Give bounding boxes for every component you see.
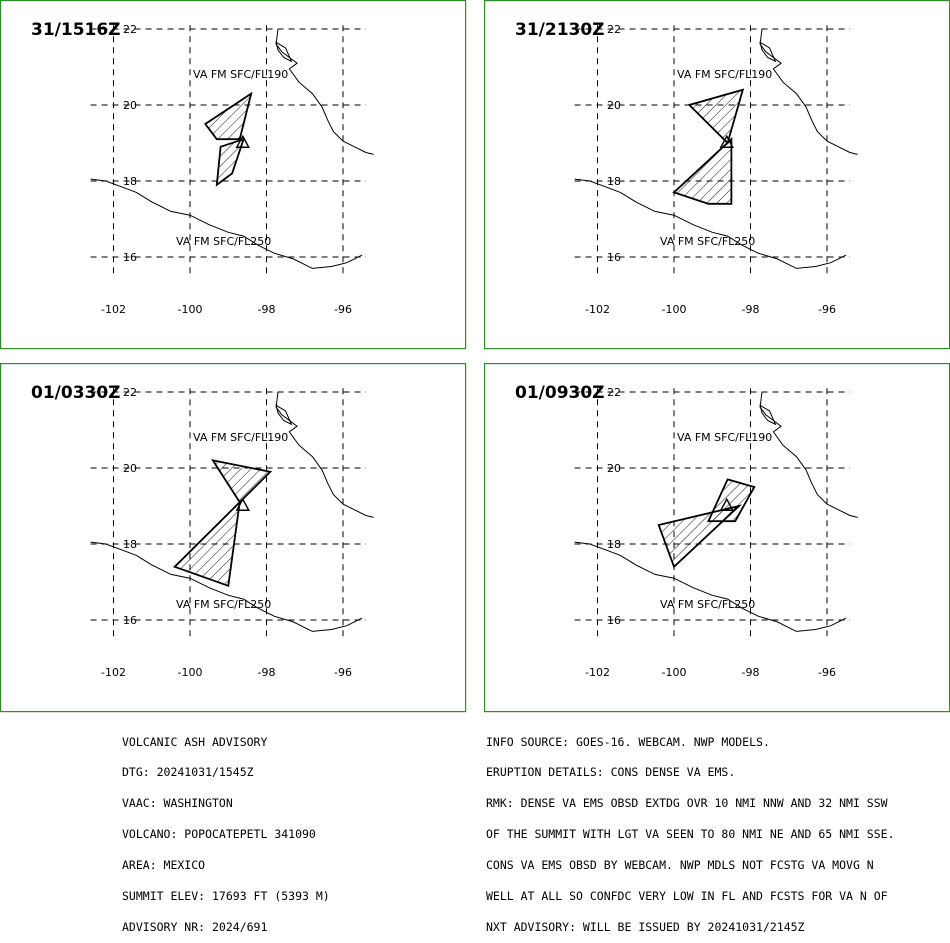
advisory-eruption-details: ERUPTION DETAILS: CONS DENSE VA EMS. <box>486 765 736 780</box>
lon-tick-label: -100 <box>178 666 203 679</box>
advisory-area: AREA: MEXICO <box>122 858 206 873</box>
pacific-coastline <box>574 541 847 632</box>
map-panel-p1: 31/1516Z 16 18 20 22 -102 -100 -98 -96 VA FM SFC/… <box>0 0 467 350</box>
level-label-fl250: VA FM SFC/FL250 <box>660 598 755 611</box>
level-label-fl190: VA FM SFC/FL190 <box>193 431 288 444</box>
lat-tick-label: 20 <box>607 462 621 475</box>
panel-timestamp: 31/1516Z <box>31 20 121 40</box>
lon-tick-label: -102 <box>585 303 610 316</box>
lon-tick-label: -96 <box>818 303 836 316</box>
lagoon-outline <box>759 404 777 426</box>
lat-tick-label: 22 <box>123 23 137 36</box>
ash-area-fl190 <box>687 88 745 145</box>
map-panel-p3: 01/0330Z 16 18 20 22 -102 -100 -98 -96 VA FM SFC/… <box>0 363 467 713</box>
lat-tick-label: 16 <box>607 251 621 264</box>
lon-tick-label: -96 <box>818 666 836 679</box>
panel-frame <box>484 363 950 713</box>
ash-area-fl190 <box>204 91 253 141</box>
volcano-icon <box>719 497 734 511</box>
advisory-number: ADVISORY NR: 2024/691 <box>122 919 268 934</box>
lat-tick-label: 22 <box>607 23 621 36</box>
gulf-coastline <box>759 391 858 518</box>
level-label-fl190: VA FM SFC/FL190 <box>677 68 772 81</box>
panel-timestamp: 01/0930Z <box>515 383 605 403</box>
advisory-remarks-line: CONS VA EMS OBSD BY WEBCAM. NWP MDLS NOT… <box>486 858 874 873</box>
advisory-remarks-line: RMK: DENSE VA EMS OBSD EXTDG OVR 10 NMI … <box>486 796 888 811</box>
lon-tick-label: -102 <box>101 303 126 316</box>
lat-tick-label: 18 <box>123 175 137 188</box>
lat-tick-label: 22 <box>607 386 621 399</box>
lon-tick-label: -102 <box>101 666 126 679</box>
ash-area-fl250 <box>215 137 246 187</box>
lon-tick-label: -96 <box>334 303 352 316</box>
lat-tick-label: 18 <box>607 175 621 188</box>
advisory-info-source: INFO SOURCE: GOES-16. WEBCAM. NWP MODELS… <box>486 734 770 749</box>
lon-tick-label: -100 <box>662 666 687 679</box>
lon-tick-label: -98 <box>742 303 760 316</box>
lagoon-outline <box>275 41 293 63</box>
lagoon-outline <box>275 404 293 426</box>
gulf-coastline <box>759 28 858 155</box>
gulf-coastline <box>275 391 374 518</box>
advisory-vaac: VAAC: WASHINGTON <box>122 796 233 811</box>
level-label-fl190: VA FM SFC/FL190 <box>677 431 772 444</box>
lat-tick-label: 22 <box>123 386 137 399</box>
lon-tick-label: -98 <box>258 303 276 316</box>
pacific-coastline <box>90 178 363 269</box>
level-label-fl190: VA FM SFC/FL190 <box>193 68 288 81</box>
advisory-remarks-line: OF THE SUMMIT WITH LGT VA SEEN TO 80 NMI… <box>486 827 895 842</box>
lat-tick-label: 16 <box>123 614 137 627</box>
advisory-map-grid: 31/1516Z 16 18 20 22 -102 -100 -98 -96 VA FM SFC/… <box>0 0 950 713</box>
lon-tick-label: -96 <box>334 666 352 679</box>
lat-tick-label: 16 <box>123 251 137 264</box>
map-panel-p2: 31/2130Z 16 18 20 22 -102 -100 -98 -96 VA FM SFC/… <box>484 0 950 350</box>
lon-tick-label: -100 <box>178 303 203 316</box>
lat-tick-label: 20 <box>123 462 137 475</box>
lon-tick-label: -102 <box>585 666 610 679</box>
lat-tick-label: 20 <box>123 99 137 112</box>
panel-timestamp: 31/2130Z <box>515 20 605 40</box>
lat-tick-label: 16 <box>607 614 621 627</box>
ash-area-fl250 <box>173 499 241 588</box>
advisory-summit-elev: SUMMIT ELEV: 17693 FT (5393 M) <box>122 889 330 904</box>
map-panel-p4: 01/0930Z 16 18 20 22 -102 -100 -98 -96 VA FM SFC/… <box>484 363 950 713</box>
advisory-dtg: DTG: 20241031/1545Z <box>122 765 254 780</box>
lat-tick-label: 18 <box>607 538 621 551</box>
advisory-remarks-text: INFO SOURCE: GOES-16. WEBCAM. NWP MODELS… <box>486 716 895 943</box>
volcano-icon <box>235 134 250 148</box>
advisory-volcano: VOLCANO: POPOCATEPETL 341090 <box>122 827 316 842</box>
panel-timestamp: 01/0330Z <box>31 383 121 403</box>
advisory-next-advisory: NXT ADVISORY: WILL BE ISSUED BY 20241031… <box>486 919 805 934</box>
lon-tick-label: -100 <box>662 303 687 316</box>
advisory-remarks-line: WELL AT ALL SO CONFDC VERY LOW IN FL AND… <box>486 889 888 904</box>
ash-area-fl190 <box>211 459 273 504</box>
ash-area-fl250 <box>672 137 733 205</box>
advisory-title: VOLCANIC ASH ADVISORY <box>122 734 268 749</box>
gulf-coastline <box>275 28 374 155</box>
lon-tick-label: -98 <box>258 666 276 679</box>
lon-tick-label: -98 <box>742 666 760 679</box>
lat-tick-label: 20 <box>607 99 621 112</box>
volcano-icon <box>719 134 734 148</box>
pacific-coastline <box>90 541 363 632</box>
volcano-icon <box>235 497 250 511</box>
lat-tick-label: 18 <box>123 538 137 551</box>
pacific-coastline <box>574 178 847 269</box>
level-label-fl250: VA FM SFC/FL250 <box>176 598 271 611</box>
level-label-fl250: VA FM SFC/FL250 <box>176 235 271 248</box>
level-label-fl250: VA FM SFC/FL250 <box>660 235 755 248</box>
panel-frame <box>0 0 467 350</box>
lagoon-outline <box>759 41 777 63</box>
advisory-header-text: VOLCANIC ASH ADVISORY DTG: 20241031/1545… <box>122 716 330 943</box>
